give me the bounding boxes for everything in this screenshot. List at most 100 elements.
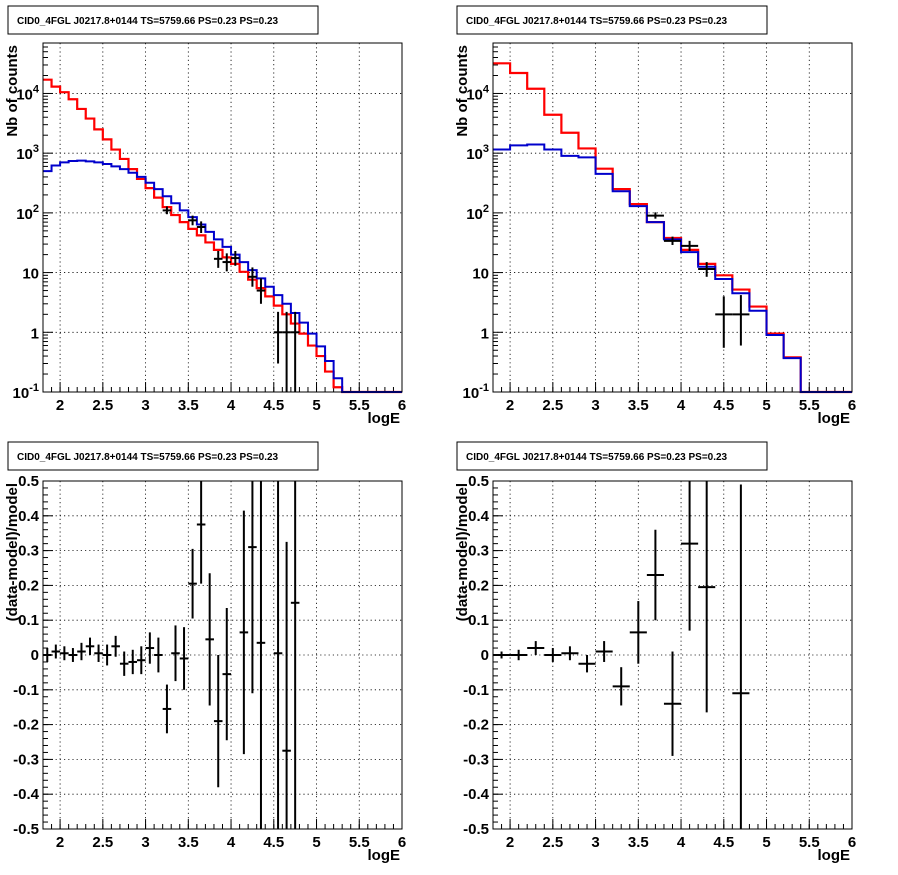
y-tick-label: -0.4 [13,786,40,803]
x-tick-label: 2.5 [92,397,113,414]
x-tick-label: 4 [677,397,686,414]
y-tick-label: 102 [16,203,39,223]
title-box [456,441,768,471]
x-tick-label: 3 [141,834,149,851]
x-tick-label: 4.5 [713,397,734,414]
x-tick-label: 3.5 [178,397,199,414]
x-tick-label: 5 [312,834,320,851]
plot-frame [42,42,403,393]
x-tick-label: 4.5 [263,397,284,414]
plot-border [42,480,403,830]
chart-title: CID0_4FGL J0217.8+0144 TS=5759.66 PS=0.2… [17,16,279,27]
x-tick-label: 3 [591,397,599,414]
y-axis-label: Nb of counts [4,45,21,137]
histogram-source [493,143,852,393]
x-tick-label: 5.5 [349,834,370,851]
x-tick-label: 3.5 [628,834,649,851]
chart-title: CID0_4FGL J0217.8+0144 TS=5759.66 PS=0.2… [466,452,728,463]
title-box [7,441,319,471]
y-tick-label: 0.5 [468,473,489,490]
y-tick-label: 10-1 [463,382,489,402]
chart-panel-4: 2 2.5 3 3.5 4 4.5 5 5.5 6 -0.5 -0.4 -0.3 -0.2 -0.1 0 0.… [454,441,856,864]
plot-frame [42,480,403,830]
y-axis-label: Nb of counts [454,45,471,137]
x-tick-label: 5.5 [799,397,820,414]
y-tick-label: 104 [466,83,490,103]
x-tick-label: 5 [762,397,770,414]
x-axis-label: logE [818,410,851,427]
x-tick-label: 3.5 [178,834,199,851]
x-tick-label: 3 [141,397,149,414]
y-tick-label: -0.5 [463,821,489,838]
plot-border [492,480,853,830]
chart-panel-1: 2 2.5 3 3.5 4 4.5 5 5.5 6 10-1 1 10 102 103 104 logE Nb … [4,5,406,427]
x-tick-label: 6 [398,834,406,851]
x-tick-label: 4 [227,834,236,851]
x-tick-label: 4.5 [713,834,734,851]
y-tick-label: 103 [466,143,489,163]
x-tick-label: 6 [848,397,856,414]
x-axis-label: logE [368,410,401,427]
x-tick-label: 5.5 [799,834,820,851]
title-box [456,5,768,35]
y-tick-label: 0.3 [468,543,489,560]
y-tick-label: -0.3 [463,751,489,768]
histogram-total [43,78,402,394]
x-tick-label: 6 [398,397,406,414]
chart-title: CID0_4FGL J0217.8+0144 TS=5759.66 PS=0.2… [17,452,279,463]
plot-frame [492,42,853,393]
x-tick-label: 3.5 [628,397,649,414]
x-tick-label: 2.5 [92,834,113,851]
y-tick-label: 103 [16,143,39,163]
x-tick-label: 6 [848,834,856,851]
y-tick-label: 0.2 [468,577,489,594]
histogram-source [43,159,402,393]
y-tick-label: -0.1 [13,682,39,699]
x-tick-label: 5 [762,834,770,851]
x-tick-label: 2.5 [542,834,563,851]
y-tick-label: 102 [466,203,489,223]
y-tick-label: 0.1 [468,612,489,629]
y-tick-label: 0.3 [18,543,39,560]
y-tick-label: 0 [481,647,489,664]
x-tick-label: 4 [677,834,686,851]
y-tick-label: 0.2 [18,577,39,594]
y-axis-label: (data-model)/model [454,483,471,621]
x-tick-label: 4 [227,397,236,414]
y-tick-label: 0.5 [18,473,39,490]
y-tick-label: 10 [22,266,39,283]
y-tick-label: 104 [16,83,40,103]
x-axis-label: logE [818,847,851,864]
x-tick-label: 4.5 [263,834,284,851]
y-tick-label: -0.5 [13,821,39,838]
x-tick-label: 2 [506,397,514,414]
x-tick-label: 2.5 [542,397,563,414]
x-tick-label: 3 [591,834,599,851]
chart-panel-3: 2 2.5 3 3.5 4 4.5 5 5.5 6 -0.5 -0.4 -0.3 -0.2 -0.1 0 0.… [4,441,406,864]
plot-border [42,42,403,393]
x-tick-label: 2 [56,834,64,851]
y-tick-label: 1 [481,325,489,342]
title-box [7,5,319,35]
y-tick-label: -0.2 [463,717,489,734]
chart-title: CID0_4FGL J0217.8+0144 TS=5759.66 PS=0.2… [466,16,728,27]
y-tick-label: 0.1 [18,612,39,629]
y-tick-label: 10-1 [13,382,39,402]
x-tick-label: 2 [506,834,514,851]
y-tick-label: -0.1 [463,682,489,699]
y-tick-label: -0.4 [463,786,490,803]
y-tick-label: 0.4 [18,508,40,525]
y-tick-label: -0.2 [13,717,39,734]
x-tick-label: 2 [56,397,64,414]
y-tick-label: 1 [31,325,39,342]
y-tick-label: 10 [472,266,489,283]
plot-border [492,42,853,393]
y-tick-label: 0 [31,647,39,664]
y-tick-label: 0.4 [468,508,490,525]
x-axis-label: logE [368,847,401,864]
chart-panel-2: 2 2.5 3 3.5 4 4.5 5 5.5 6 10-1 1 10 102 103 104 logE Nb … [454,5,856,427]
y-axis-label: (data-model)/model [4,483,21,621]
y-tick-label: -0.3 [13,751,39,768]
x-tick-label: 5.5 [349,397,370,414]
